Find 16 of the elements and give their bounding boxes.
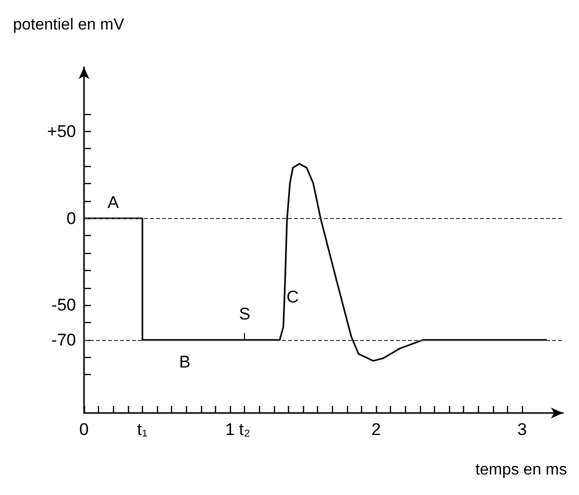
annotation: A: [108, 192, 120, 212]
annotation: B: [179, 352, 190, 372]
x-tick-label: 1: [225, 420, 235, 439]
annotation: C: [286, 287, 299, 306]
y-tick-label: +50: [47, 122, 76, 141]
annotation: S: [238, 304, 250, 324]
y-tick-label: -70: [51, 330, 76, 350]
y-axis-title: potentiel en mV: [13, 16, 125, 34]
y-tick-label: 0: [66, 208, 76, 228]
y-tick-label: -50: [51, 296, 76, 315]
x-tick-label: t₂: [238, 420, 250, 439]
x-axis-title: temps en ms: [475, 462, 568, 478]
x-tick-label: t₁: [137, 420, 148, 439]
x-tick-label: 0: [79, 420, 89, 439]
x-tick-label: 2: [371, 420, 381, 439]
x-tick-label: 3: [517, 420, 527, 439]
